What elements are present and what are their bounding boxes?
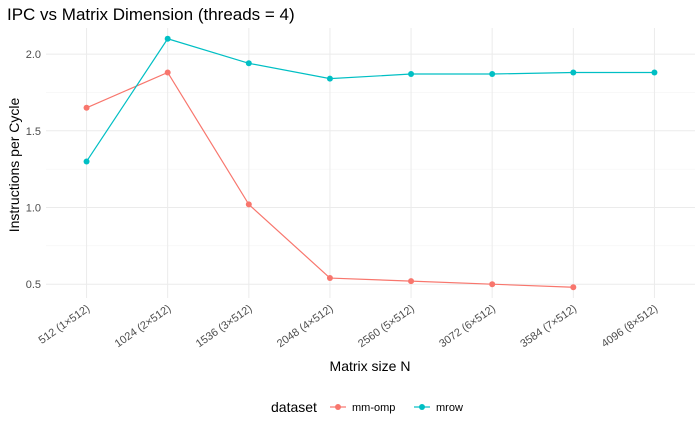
x-tick-label: 3584 (7×512) bbox=[518, 303, 579, 351]
y-tick-label: 0.5 bbox=[26, 279, 41, 291]
legend: dataset mm-omp mrow bbox=[271, 399, 463, 415]
series-layer bbox=[83, 35, 658, 291]
x-tick-label: 512 (1×512) bbox=[37, 303, 93, 347]
y-axis-ticks: 0.5 1.0 1.5 2.0 bbox=[26, 49, 41, 291]
data-point-mrow bbox=[83, 158, 90, 165]
legend-key-point-mrow bbox=[419, 404, 425, 410]
data-point-mm-omp bbox=[408, 278, 415, 285]
x-tick-label: 3072 (6×512) bbox=[437, 303, 498, 351]
y-tick-label: 1.0 bbox=[26, 202, 41, 214]
y-axis-title: Instructions per Cycle bbox=[6, 97, 22, 232]
data-point-mm-omp bbox=[326, 275, 333, 282]
legend-label-mm-omp: mm-omp bbox=[352, 402, 395, 414]
chart-title: IPC vs Matrix Dimension (threads = 4) bbox=[7, 5, 295, 24]
series-line-mrow bbox=[86, 38, 655, 162]
x-tick-label: 2048 (4×512) bbox=[275, 303, 336, 351]
x-tick-label: 2560 (5×512) bbox=[356, 303, 417, 351]
series-mm-omp bbox=[83, 69, 577, 291]
legend-key-point-mm-omp bbox=[335, 404, 341, 410]
data-point-mrow bbox=[326, 75, 333, 82]
legend-label-mrow: mrow bbox=[436, 402, 463, 414]
legend-title: dataset bbox=[271, 399, 317, 415]
series-mrow bbox=[83, 35, 658, 165]
data-point-mm-omp bbox=[83, 104, 90, 111]
x-tick-label: 1024 (2×512) bbox=[113, 303, 174, 351]
y-tick-label: 1.5 bbox=[26, 126, 41, 138]
data-point-mm-omp bbox=[489, 281, 496, 288]
data-point-mm-omp bbox=[164, 69, 171, 76]
data-point-mm-omp bbox=[570, 284, 577, 291]
x-tick-label: 1536 (3×512) bbox=[194, 303, 255, 351]
plot-grid bbox=[46, 28, 695, 298]
data-point-mrow bbox=[164, 35, 171, 42]
data-point-mrow bbox=[570, 69, 577, 76]
data-point-mm-omp bbox=[245, 201, 252, 208]
data-point-mrow bbox=[245, 60, 252, 67]
y-tick-label: 2.0 bbox=[26, 49, 41, 61]
x-tick-label: 4096 (8×512) bbox=[599, 303, 660, 351]
data-point-mrow bbox=[408, 71, 415, 78]
data-point-mrow bbox=[651, 69, 658, 76]
x-axis-title: Matrix size N bbox=[330, 358, 411, 374]
data-point-mrow bbox=[489, 71, 496, 78]
x-axis-ticks: 512 (1×512) 1024 (2×512) 1536 (3×512) 2048 … bbox=[37, 303, 661, 351]
